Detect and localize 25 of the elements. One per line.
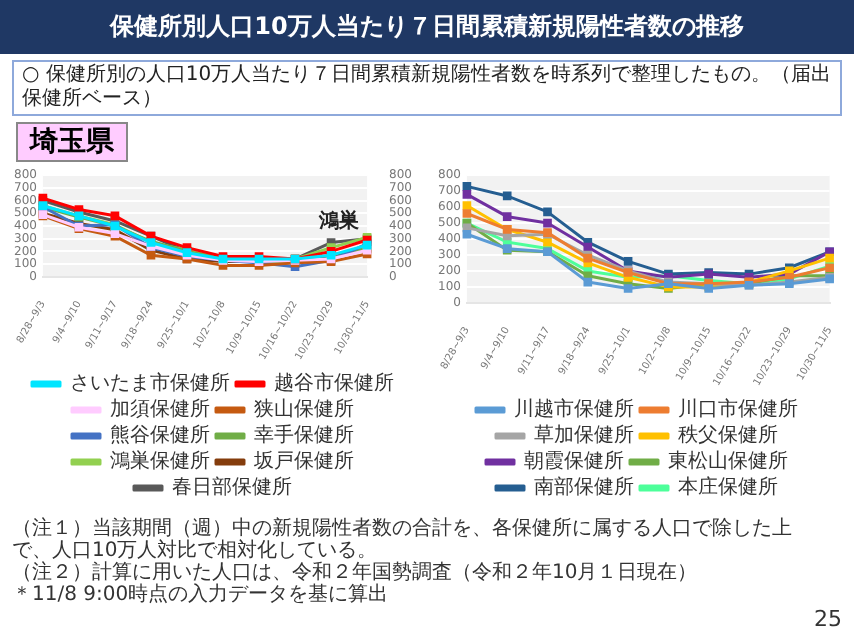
legend-label: さいたま市保健所 bbox=[70, 371, 230, 396]
text: 埼玉県 bbox=[16, 122, 128, 162]
legend-label: 幸手保健所 bbox=[254, 423, 354, 448]
text: ○ 保健所別の人口10万人当たり７日間累積新規陽性者数を時系列で整理したもの。（届出保健所ベース） bbox=[12, 60, 842, 116]
legend-label: 朝霞保健所 bbox=[524, 449, 624, 474]
text: 保健所別人口10万人当たり７日間累積新規陽性者数の推移 bbox=[0, 0, 854, 54]
legend-label: 東松山保健所 bbox=[668, 449, 788, 474]
legend-label: 狭山保健所 bbox=[254, 397, 354, 422]
legend-label: 鴻巣保健所 bbox=[110, 449, 210, 474]
legend-label: 南部保健所 bbox=[534, 475, 634, 500]
legend-label: 坂戸保健所 bbox=[252, 449, 354, 474]
legend-label: 春日部保健所 bbox=[172, 475, 292, 500]
annotation: 鴻巣 bbox=[317, 208, 360, 233]
legend-label: 川口市保健所 bbox=[678, 397, 798, 422]
text: （注２）計算に用いた人口は、令和２年国勢調査（令和２年10月１日現在） bbox=[12, 562, 700, 584]
legend-label: 秩父保健所 bbox=[678, 423, 778, 448]
legend-label: 加須保健所 bbox=[110, 397, 210, 422]
text: （注１）当該期間（週）中の新規陽性者数の合計を、各保健所に属する人口で除した上で、人口10万人対比で相対化している。 bbox=[12, 518, 794, 562]
text: ＊11/8 9:00時点の入力データを基に算出 bbox=[12, 584, 391, 606]
legend-label: 越谷市保健所 bbox=[274, 371, 394, 396]
legend-label: 川越市保健所 bbox=[514, 397, 634, 422]
legend-label: 本庄保健所 bbox=[678, 475, 778, 500]
text: 25 bbox=[814, 606, 842, 632]
legend-label: 熊谷保健所 bbox=[110, 423, 210, 448]
legend-label: 草加保健所 bbox=[534, 423, 634, 448]
